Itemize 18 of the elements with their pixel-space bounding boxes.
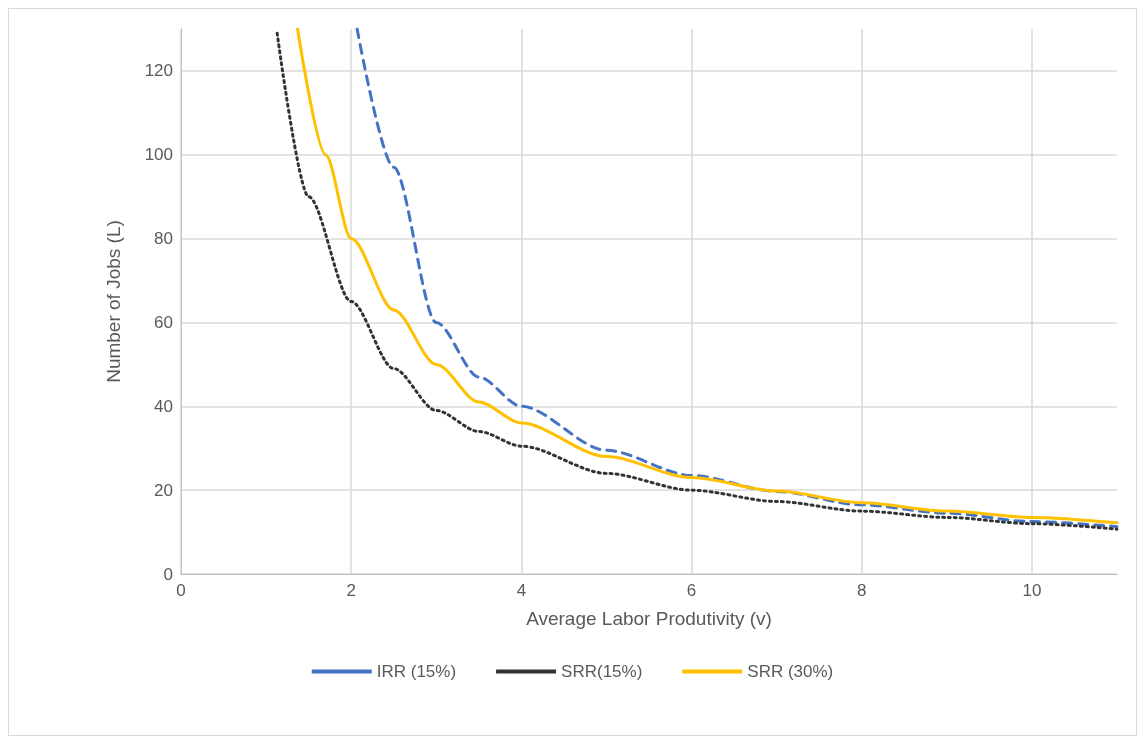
legend-label: IRR (15%)	[376, 662, 457, 681]
x-tick-label: 4	[516, 581, 527, 600]
x-tick-label: 0	[176, 581, 186, 600]
y-tick-label: 60	[154, 312, 173, 332]
y-tick-label: 100	[144, 145, 173, 165]
y-tick-label: 20	[154, 480, 173, 500]
legend-label: SRR (30%)	[747, 662, 834, 681]
y-tick-label: 80	[154, 229, 173, 249]
y-axis-title: Number of Jobs (L)	[103, 220, 124, 383]
x-tick-label: 6	[686, 581, 697, 600]
y-tick-label: 120	[144, 61, 173, 81]
y-tick-label: 40	[154, 396, 173, 416]
x-axis-title: Average Labor Produtivity (v)	[526, 608, 772, 629]
x-tick-label: 8	[856, 581, 867, 600]
y-tick-label: 0	[163, 564, 173, 584]
x-tick-label: 10	[1022, 581, 1042, 600]
x-tick-label: 2	[346, 581, 356, 600]
legend-label: SRR(15%)	[561, 662, 643, 681]
